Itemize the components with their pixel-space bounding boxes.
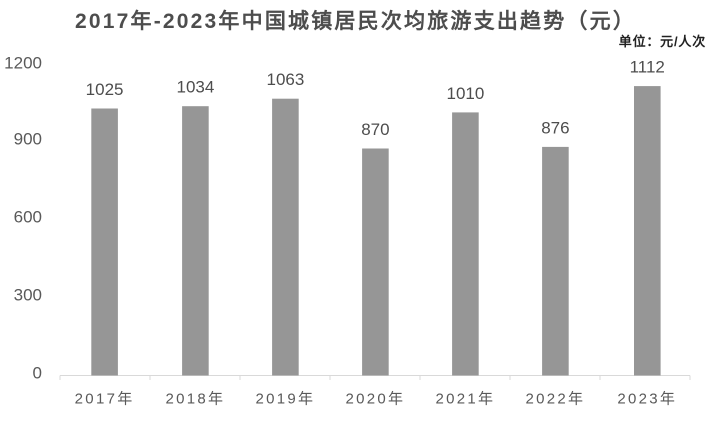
svg-text:900: 900 — [14, 130, 42, 149]
svg-text:2022年: 2022年 — [525, 391, 585, 408]
svg-text:2021年: 2021年 — [435, 391, 495, 408]
svg-text:1112: 1112 — [630, 58, 665, 77]
svg-text:2023年: 2023年 — [617, 391, 677, 408]
svg-text:2018年: 2018年 — [165, 391, 225, 408]
svg-text:2019年: 2019年 — [255, 391, 315, 408]
svg-text:0: 0 — [33, 364, 42, 383]
svg-text:1010: 1010 — [446, 84, 484, 103]
svg-text:1063: 1063 — [266, 70, 304, 89]
svg-text:1200: 1200 — [4, 54, 42, 73]
svg-text:300: 300 — [14, 286, 42, 305]
svg-text:876: 876 — [541, 118, 569, 137]
svg-text:2020年: 2020年 — [345, 391, 405, 408]
svg-text:870: 870 — [361, 120, 389, 139]
svg-text:2017年: 2017年 — [75, 391, 135, 408]
svg-text:1034: 1034 — [176, 78, 214, 97]
svg-text:600: 600 — [14, 208, 42, 227]
svg-text:单位：元/人次: 单位：元/人次 — [619, 34, 706, 49]
svg-text:1025: 1025 — [86, 80, 124, 99]
svg-text:2017年-2023年中国城镇居民次均旅游支出趋势（元）: 2017年-2023年中国城镇居民次均旅游支出趋势（元） — [75, 9, 636, 33]
